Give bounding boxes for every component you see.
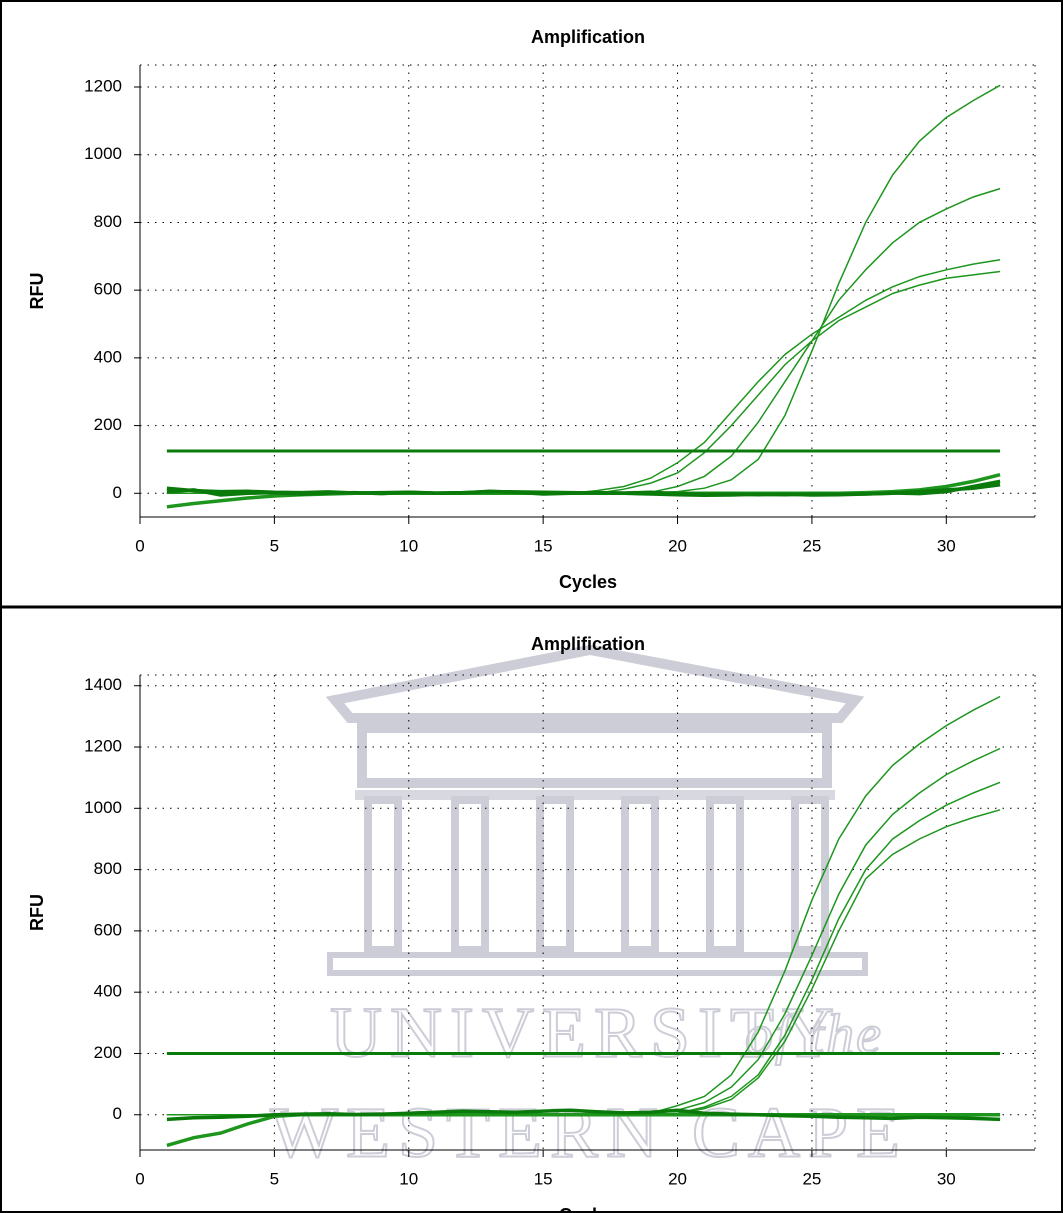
x-tick-label: 10	[399, 536, 418, 555]
y-tick-label: 0	[113, 1104, 122, 1123]
y-tick-label: 800	[94, 859, 122, 878]
y-tick-label: 0	[113, 483, 122, 502]
y-tick-label: 1000	[84, 144, 122, 163]
x-tick-label: 30	[937, 536, 956, 555]
data-line	[167, 272, 1000, 494]
watermark-roof	[335, 650, 855, 718]
y-tick-label: 400	[94, 982, 122, 1001]
x-tick-label: 5	[270, 1169, 279, 1188]
x-tick-label: 15	[534, 1169, 553, 1188]
y-tick-label: 400	[94, 347, 122, 366]
x-tick-label: 20	[668, 536, 687, 555]
watermark-columns	[368, 800, 825, 950]
y-axis-label: RFU	[27, 273, 47, 310]
x-tick-label: 20	[668, 1169, 687, 1188]
y-tick-label: 1200	[84, 737, 122, 756]
x-tick-label: 0	[135, 1169, 144, 1188]
y-tick-label: 200	[94, 415, 122, 434]
x-tick-label: 30	[937, 1169, 956, 1188]
x-axis-label: Cycles	[559, 1205, 617, 1213]
y-axis-label: RFU	[27, 894, 47, 931]
data-line	[167, 481, 1000, 495]
x-tick-label: 15	[534, 536, 553, 555]
y-tick-label: 1200	[84, 76, 122, 95]
x-tick-label: 0	[135, 536, 144, 555]
watermark-beam	[355, 790, 835, 800]
watermark-frieze	[362, 728, 827, 783]
data-line	[167, 85, 1000, 493]
x-tick-label: 25	[802, 536, 821, 555]
y-tick-label: 1000	[84, 798, 122, 817]
data-line	[167, 260, 1000, 494]
y-tick-label: 800	[94, 212, 122, 231]
y-tick-label: 1400	[84, 675, 122, 694]
y-tick-label: 200	[94, 1043, 122, 1062]
chart-title: Amplification	[531, 27, 645, 47]
x-tick-label: 10	[399, 1169, 418, 1188]
screen: UNIVERSITY of the WESTERN CAPE Amplifica…	[0, 0, 1063, 1213]
y-tick-label: 600	[94, 280, 122, 299]
x-tick-label: 5	[270, 536, 279, 555]
chart-title: Amplification	[531, 634, 645, 654]
x-tick-label: 25	[802, 1169, 821, 1188]
x-axis-label: Cycles	[559, 572, 617, 592]
y-tick-label: 600	[94, 920, 122, 939]
data-line	[167, 189, 1000, 494]
